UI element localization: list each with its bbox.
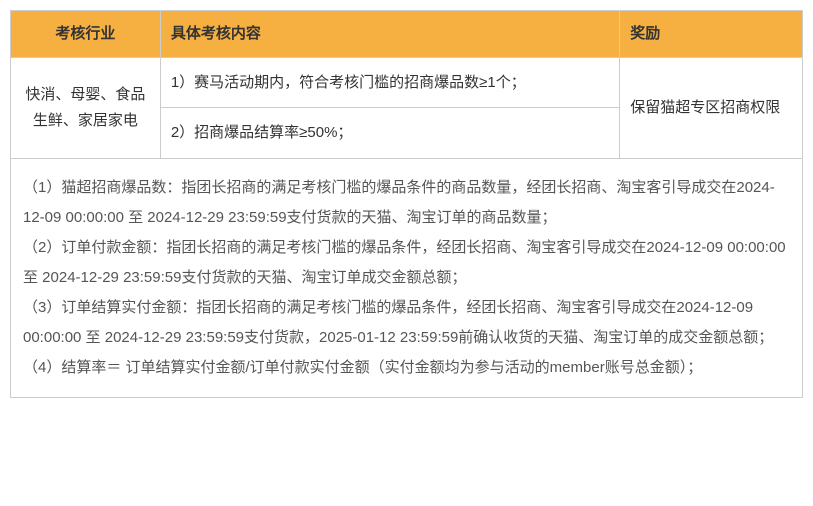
note-3: （3）订单结算实付金额：指团长招商的满足考核门槛的爆品条件，经团长招商、淘宝客引… <box>23 293 790 353</box>
header-reward: 奖励 <box>620 11 803 58</box>
header-content: 具体考核内容 <box>160 11 619 58</box>
body-row-1: 快消、母婴、食品生鲜、家居家电 1）赛马活动期内，符合考核门槛的招商爆品数≥1个… <box>11 57 803 108</box>
notes-row: （1）猫超招商爆品数：指团长招商的满足考核门槛的爆品条件的商品数量，经团长招商、… <box>11 158 803 397</box>
header-row: 考核行业 具体考核内容 奖励 <box>11 11 803 58</box>
assessment-table: 考核行业 具体考核内容 奖励 快消、母婴、食品生鲜、家居家电 1）赛马活动期内，… <box>10 10 803 398</box>
cell-content-1: 1）赛马活动期内，符合考核门槛的招商爆品数≥1个； <box>160 57 619 108</box>
cell-content-2: 2）招商爆品结算率≥50%； <box>160 108 619 159</box>
note-1: （1）猫超招商爆品数：指团长招商的满足考核门槛的爆品条件的商品数量，经团长招商、… <box>23 173 790 233</box>
note-4: （4）结算率＝ 订单结算实付金额/订单付款实付金额（实付金额均为参与活动的mem… <box>23 353 790 383</box>
cell-industry: 快消、母婴、食品生鲜、家居家电 <box>11 57 161 158</box>
header-industry: 考核行业 <box>11 11 161 58</box>
notes-cell: （1）猫超招商爆品数：指团长招商的满足考核门槛的爆品条件的商品数量，经团长招商、… <box>11 158 803 397</box>
note-2: （2）订单付款金额：指团长招商的满足考核门槛的爆品条件，经团长招商、淘宝客引导成… <box>23 233 790 293</box>
cell-reward: 保留猫超专区招商权限 <box>620 57 803 158</box>
